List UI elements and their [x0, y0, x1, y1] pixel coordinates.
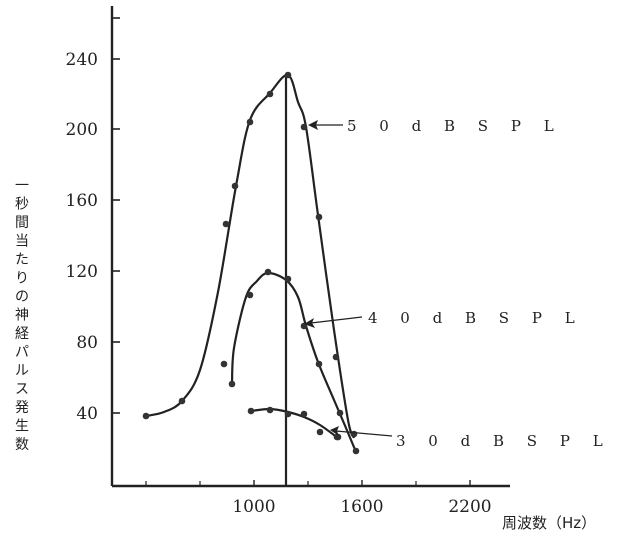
y-ticks: 40 80 120 160 200 240 — [66, 17, 120, 424]
series-curve — [230, 271, 358, 453]
data-point — [246, 118, 254, 126]
y-tick-label: 80 — [76, 333, 98, 353]
series-points — [142, 71, 360, 455]
y-axis-label-char: 当 — [15, 234, 29, 250]
data-point — [316, 428, 324, 436]
x-tick-label: 2200 — [448, 497, 491, 517]
data-point — [315, 360, 323, 368]
x-tick-label: 1600 — [340, 497, 383, 517]
y-axis-label-char: の — [15, 289, 29, 305]
data-point — [284, 275, 292, 283]
data-point — [334, 433, 342, 441]
data-point — [228, 380, 236, 388]
y-tick-label: 240 — [66, 50, 98, 70]
y-axis-label-char: パ — [15, 345, 29, 361]
y-axis-label-char: ス — [15, 382, 29, 398]
y-tick-label: 160 — [66, 191, 98, 211]
data-point — [315, 213, 323, 221]
series-label-30db: 3 0 d B S P L — [396, 432, 612, 450]
data-point — [246, 291, 254, 299]
y-axis-label-char: ル — [15, 363, 29, 379]
data-point — [264, 268, 272, 276]
y-axis-label-char: 経 — [15, 326, 29, 342]
y-tick-label: 200 — [66, 120, 98, 140]
data-point — [266, 406, 274, 414]
data-point — [284, 410, 292, 418]
series-callouts: 5 0 d B S P L 4 0 d B S P L 3 0 d B S P … — [304, 117, 612, 450]
y-axis-label-char: 一 — [15, 178, 29, 194]
data-point — [352, 447, 360, 455]
data-point — [350, 430, 358, 438]
callout-40db: 4 0 d B S P L — [304, 309, 584, 328]
series-curve — [145, 73, 356, 439]
data-point — [247, 407, 255, 415]
series-label-40db: 4 0 d B S P L — [368, 309, 584, 327]
data-point — [332, 353, 340, 361]
series-curve — [250, 407, 339, 439]
data-point — [231, 182, 239, 190]
y-axis-label-char: 数 — [15, 437, 29, 453]
y-tick-label: 120 — [66, 262, 98, 282]
data-point — [222, 220, 230, 228]
x-ticks: 1000 1600 2200 — [145, 480, 492, 517]
y-axis-label-char: た — [15, 252, 29, 268]
series-label-50db: 5 0 d B S P L — [347, 117, 563, 135]
data-point — [300, 123, 308, 131]
y-axis-label-char: 間 — [15, 215, 29, 231]
data-point — [284, 71, 292, 79]
data-point — [300, 410, 308, 418]
y-axis-label-char: 発 — [15, 400, 29, 416]
data-point — [336, 409, 344, 417]
x-tick-label: 1000 — [232, 497, 275, 517]
x-axis-label: 周波数（Hz） — [502, 514, 596, 532]
y-tick-label: 40 — [76, 404, 98, 424]
series-curves — [145, 73, 358, 453]
callout-30db: 3 0 d B S P L — [330, 426, 612, 450]
callout-50db: 5 0 d B S P L — [308, 117, 563, 135]
y-axis-label-char: 神 — [15, 308, 29, 324]
data-point — [220, 360, 228, 368]
y-axis-label-char: 生 — [15, 419, 29, 435]
y-axis-label-char: り — [15, 271, 29, 287]
y-axis-label-char: 秒 — [15, 197, 29, 213]
data-point — [142, 412, 150, 420]
data-point — [178, 397, 186, 405]
data-point — [266, 90, 274, 98]
